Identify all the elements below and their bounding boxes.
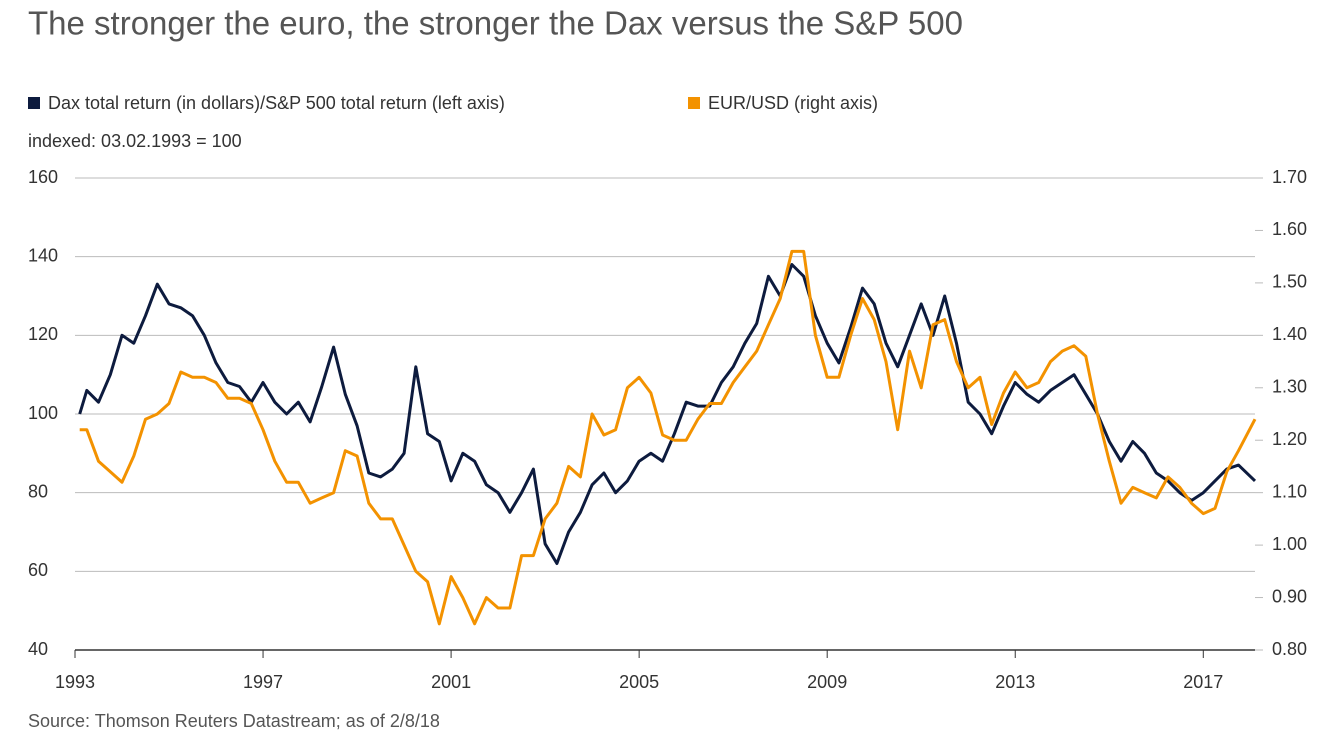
y-tick-label: 60 [28,560,48,580]
y2-tick-label: 1.10 [1272,481,1307,501]
legend-label: Dax total return (in dollars)/S&P 500 to… [48,93,505,113]
chart-title: The stronger the euro, the stronger the … [28,5,963,42]
x-tick-label: 2005 [619,672,659,692]
legend-swatch [28,97,40,109]
series-line [79,249,1257,626]
y-tick-label: 120 [28,324,58,344]
x-tick-label: 2009 [807,672,847,692]
y2-tick-label: 1.60 [1272,219,1307,239]
y-tick-label: 100 [28,403,58,423]
y2-tick-label: 1.40 [1272,324,1307,344]
y2-tick-label: 0.90 [1272,586,1307,606]
subtitle: indexed: 03.02.1993 = 100 [28,131,242,151]
x-tick-label: 1993 [55,672,95,692]
y-tick-label: 40 [28,639,48,659]
y2-tick-label: 1.00 [1272,534,1307,554]
y2-tick-label: 1.50 [1272,272,1307,292]
x-tick-label: 2001 [431,672,471,692]
x-tick-label: 2017 [1183,672,1223,692]
y-tick-label: 160 [28,167,58,187]
y-tick-label: 80 [28,481,48,501]
y2-tick-label: 1.70 [1272,167,1307,187]
x-tick-label: 1997 [243,672,283,692]
source: Source: Thomson Reuters Datastream; as o… [28,711,440,731]
y-tick-label: 140 [28,245,58,265]
x-tick-label: 2013 [995,672,1035,692]
legend-label: EUR/USD (right axis) [708,93,878,113]
y2-tick-label: 0.80 [1272,639,1307,659]
series-line [78,263,1257,565]
legend-swatch [688,97,700,109]
y2-tick-label: 1.30 [1272,377,1307,397]
y2-tick-label: 1.20 [1272,429,1307,449]
